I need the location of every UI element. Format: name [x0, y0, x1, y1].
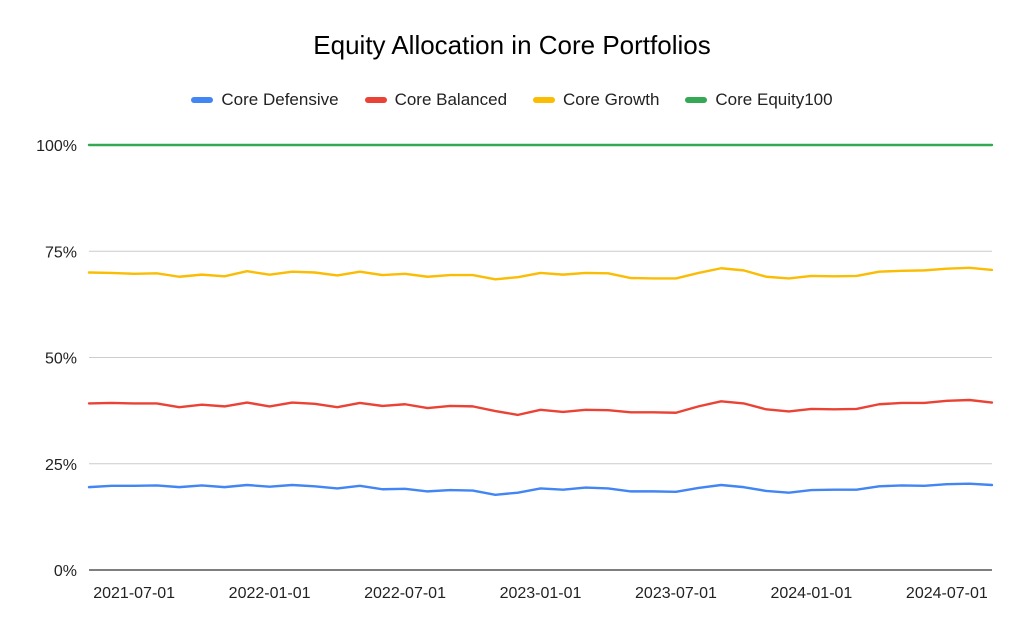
series-lines: [87, 143, 994, 496]
legend-swatch-core-defensive: [191, 97, 214, 103]
legend-label-core-defensive: Core Defensive: [221, 90, 339, 109]
x-tick-label-2024-07-01: 2024-07-01: [906, 585, 988, 602]
legend: Core Defensive Core Balanced Core Growth…: [0, 90, 1024, 110]
legend-swatch-core-balanced: [364, 97, 387, 103]
y-tick-label-50: 50%: [45, 351, 77, 368]
x-axis-ticks: 2021-07-01 2022-01-01 2022-07-01 2023-01-01…: [93, 585, 988, 602]
chart-title: Equity Allocation in Core Portfolios: [313, 30, 711, 60]
legend-label-core-equity100: Core Equity100: [715, 90, 833, 109]
y-tick-label-0: 0%: [54, 563, 77, 580]
y-tick-label-25: 25%: [45, 457, 77, 474]
x-tick-label-2022-01-01: 2022-01-01: [229, 585, 311, 602]
x-tick-label-2024-01-01: 2024-01-01: [770, 585, 852, 602]
y-tick-label-100: 100%: [36, 138, 77, 155]
series-line-core-growth[interactable]: [87, 266, 994, 281]
y-tick-label-75: 75%: [45, 244, 77, 261]
legend-label-core-balanced: Core Balanced: [394, 90, 508, 109]
legend-item-core-balanced[interactable]: Core Balanced: [364, 90, 508, 110]
gridlines: [89, 144, 992, 465]
legend-item-core-growth[interactable]: Core Growth: [533, 90, 659, 110]
legend-item-core-defensive[interactable]: Core Defensive: [191, 90, 339, 110]
x-tick-label-2022-07-01: 2022-07-01: [364, 585, 446, 602]
series-line-core-balanced[interactable]: [87, 398, 994, 417]
legend-label-core-growth: Core Growth: [563, 90, 660, 109]
legend-item-core-equity100[interactable]: Core Equity100: [685, 90, 833, 110]
legend-swatch-core-equity100: [685, 97, 708, 103]
series-line-core-defensive[interactable]: [87, 482, 994, 496]
x-tick-label-2023-07-01: 2023-07-01: [635, 585, 717, 602]
y-axis-ticks: 0% 25% 50% 75% 100%: [36, 138, 77, 580]
x-tick-label-2021-07-01: 2021-07-01: [93, 585, 175, 602]
x-tick-label-2023-01-01: 2023-01-01: [500, 585, 582, 602]
legend-swatch-core-growth: [533, 97, 556, 103]
